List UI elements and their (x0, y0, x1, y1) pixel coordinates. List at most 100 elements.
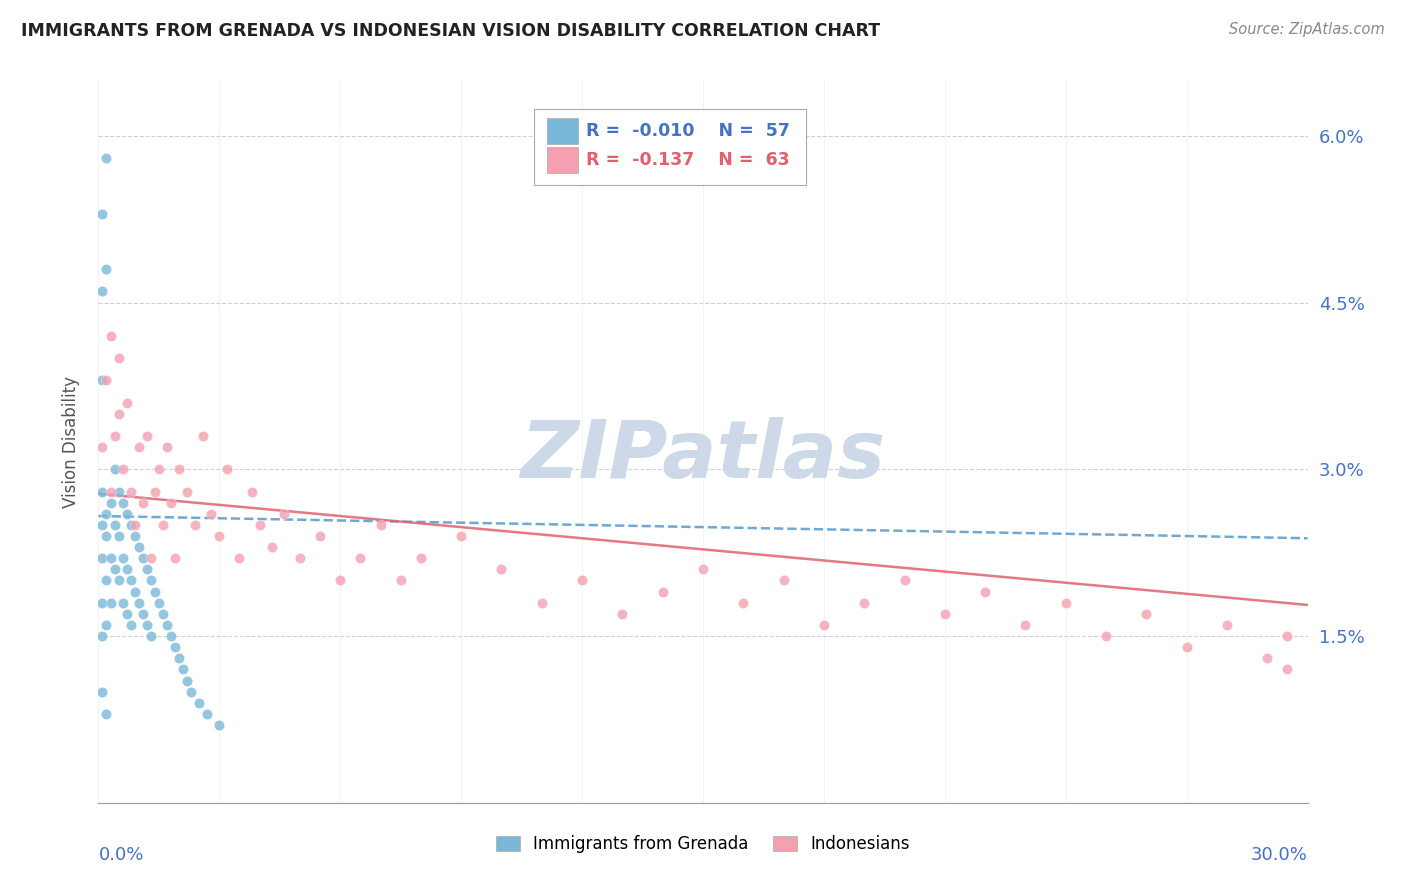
Point (349, 551, 371, 566)
Point (180, 684, 202, 698)
Point (733, 596, 755, 610)
Point (612, 607, 634, 621)
Point (1277, 662, 1299, 676)
Point (111, 462, 134, 476)
Point (100, 596, 122, 610)
Point (260, 540, 283, 554)
Point (128, 540, 150, 554)
Point (100, 329, 122, 343)
Point (1135, 607, 1157, 621)
Point (135, 562, 157, 576)
Point (139, 629, 162, 643)
Point (96, 151, 118, 165)
Point (409, 551, 432, 566)
Text: 30.0%: 30.0% (1251, 847, 1308, 864)
Point (91, 596, 114, 610)
Point (103, 462, 125, 476)
Point (91, 207, 114, 221)
Point (176, 673, 198, 688)
Point (228, 551, 250, 566)
Point (91, 517, 114, 532)
Point (163, 640, 186, 655)
Point (124, 584, 146, 599)
Point (1216, 618, 1239, 632)
Point (1014, 618, 1036, 632)
Point (217, 462, 239, 476)
Point (100, 551, 122, 566)
Point (128, 440, 150, 454)
Point (152, 607, 174, 621)
Point (91, 551, 114, 566)
Text: Source: ZipAtlas.com: Source: ZipAtlas.com (1229, 22, 1385, 37)
Point (974, 584, 997, 599)
Point (450, 529, 472, 543)
Point (91, 684, 114, 698)
Point (91, 440, 114, 454)
Point (370, 517, 392, 532)
Point (96, 574, 118, 588)
Point (120, 618, 142, 632)
Point (124, 517, 146, 532)
Point (249, 517, 271, 532)
Point (132, 607, 155, 621)
Text: ZIPatlas: ZIPatlas (520, 417, 886, 495)
Point (288, 551, 311, 566)
Point (172, 662, 194, 676)
Point (132, 551, 155, 566)
Point (120, 517, 142, 532)
Legend: Immigrants from Grenada, Indonesians: Immigrants from Grenada, Indonesians (489, 828, 917, 860)
Point (389, 574, 412, 588)
Point (143, 484, 166, 499)
Point (132, 496, 155, 510)
Point (200, 507, 222, 521)
Point (139, 551, 162, 566)
Point (692, 562, 714, 576)
Point (491, 562, 513, 576)
Point (96, 706, 118, 721)
Point (91, 373, 114, 387)
Point (111, 496, 134, 510)
Point (115, 395, 138, 409)
Point (160, 629, 183, 643)
Point (934, 607, 956, 621)
Point (128, 596, 150, 610)
Point (120, 484, 142, 499)
Point (240, 484, 263, 499)
Point (115, 507, 138, 521)
Point (156, 618, 179, 632)
Point (143, 584, 166, 599)
Point (176, 484, 198, 499)
Point (111, 551, 134, 566)
Point (91, 484, 114, 499)
Point (91, 629, 114, 643)
Point (772, 574, 794, 588)
Point (96, 373, 118, 387)
Point (107, 407, 129, 421)
Point (120, 574, 142, 588)
Point (1095, 629, 1118, 643)
Point (115, 562, 138, 576)
Point (208, 718, 231, 732)
Point (96, 262, 118, 277)
Text: IMMIGRANTS FROM GRENADA VS INDONESIAN VISION DISABILITY CORRELATION CHART: IMMIGRANTS FROM GRENADA VS INDONESIAN VI… (21, 22, 880, 40)
Point (96, 507, 118, 521)
Point (96, 529, 118, 543)
Text: R =  -0.010    N =  57: R = -0.010 N = 57 (586, 122, 790, 140)
Point (893, 574, 915, 588)
Point (329, 574, 352, 588)
FancyBboxPatch shape (534, 109, 806, 185)
Point (107, 574, 129, 588)
Point (103, 562, 125, 576)
Point (167, 462, 190, 476)
Text: 0.0%: 0.0% (98, 847, 143, 864)
Point (103, 429, 125, 443)
Point (571, 574, 593, 588)
Point (188, 696, 211, 710)
Point (148, 462, 170, 476)
Point (1277, 629, 1299, 643)
Point (1054, 596, 1077, 610)
Point (135, 618, 157, 632)
Point (107, 484, 129, 499)
Point (100, 484, 122, 499)
Point (530, 596, 553, 610)
